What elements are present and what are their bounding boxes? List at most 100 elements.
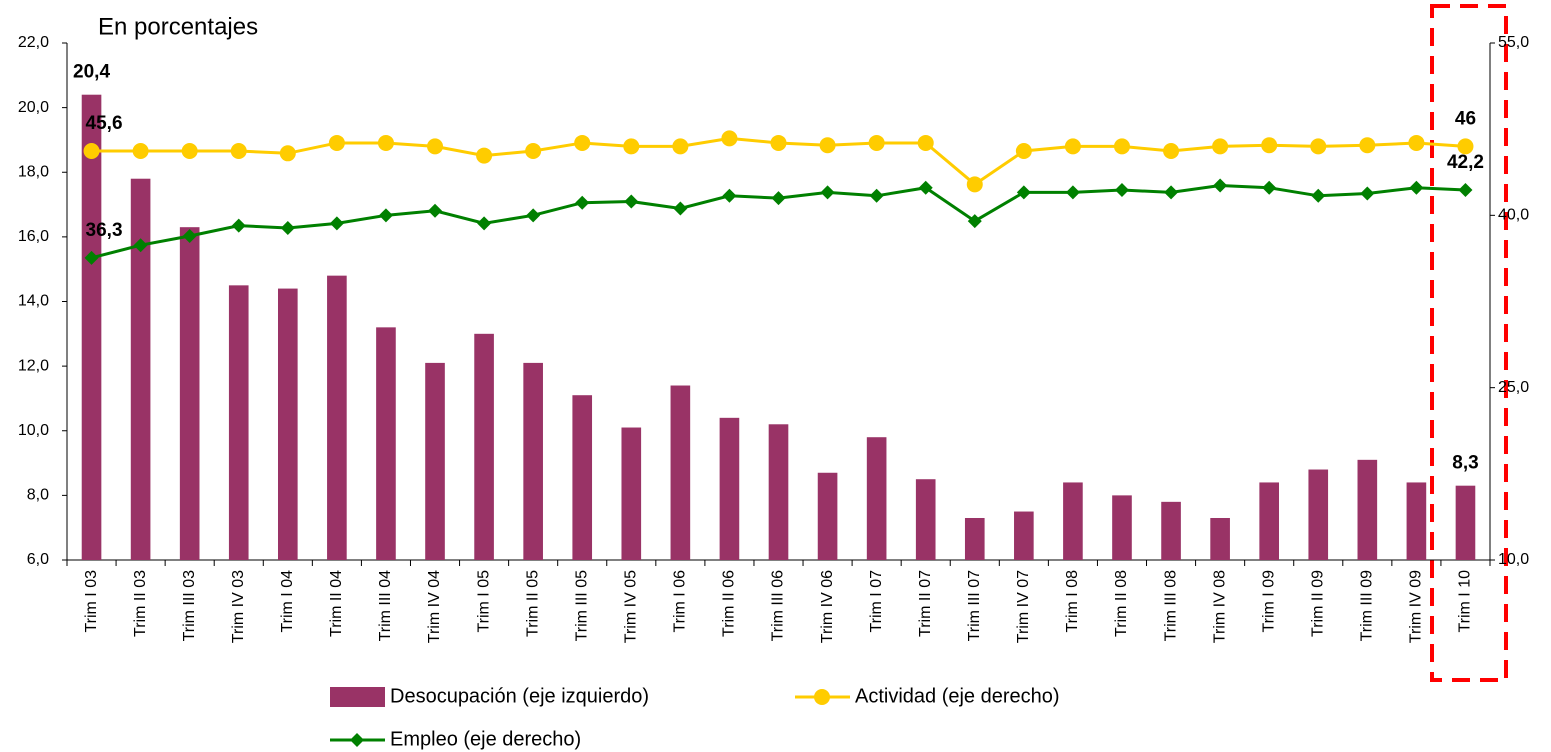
y-tick-label: 14,0 [18, 293, 49, 310]
y-tick-label: 8,0 [27, 487, 49, 504]
x-tick-label: Trim III 04 [377, 570, 394, 642]
marker [623, 138, 640, 155]
marker [1457, 138, 1474, 155]
bar [81, 94, 102, 560]
marker [672, 138, 689, 155]
marker [182, 229, 197, 244]
y-tick-label: 6,0 [27, 551, 49, 568]
x-tick-label: Trim I 07 [868, 570, 885, 633]
bar [1406, 482, 1427, 560]
marker [1065, 185, 1080, 200]
bar [376, 327, 396, 560]
marker [574, 134, 591, 151]
marker [721, 130, 738, 147]
marker [329, 216, 344, 231]
marker [328, 134, 345, 151]
legend-swatch [330, 687, 385, 707]
marker [525, 142, 542, 159]
y-tick-label: 18,0 [18, 163, 49, 180]
marker [181, 142, 198, 159]
bar [915, 479, 936, 560]
x-tick-label: Trim III 07 [966, 570, 983, 642]
marker [280, 220, 295, 235]
marker [966, 176, 983, 193]
x-tick-label: Trim I 09 [1260, 570, 1277, 633]
marker [133, 238, 148, 253]
x-tick-label: Trim I 05 [475, 570, 492, 633]
marker [770, 134, 787, 151]
bar [768, 424, 789, 560]
x-tick-label: Trim III 09 [1359, 570, 1376, 642]
marker [377, 134, 394, 151]
marker [869, 188, 884, 203]
bar [670, 385, 691, 560]
bar [1112, 495, 1132, 560]
y-tick-label: 22,0 [18, 34, 49, 51]
marker [624, 194, 639, 209]
x-tick-label: Trim IV 03 [230, 570, 247, 643]
x-tick-label: Trim III 08 [1162, 570, 1179, 642]
x-tick-label: Trim I 06 [672, 570, 689, 633]
marker [477, 216, 492, 231]
bar [327, 275, 347, 560]
marker [1310, 138, 1327, 155]
bar [179, 227, 200, 560]
x-tick-label: Trim II 07 [917, 570, 934, 637]
bar [621, 427, 642, 560]
marker [132, 142, 149, 159]
x-tick-label: Trim II 03 [132, 570, 149, 637]
x-tick-label: Trim II 09 [1309, 570, 1326, 637]
x-tick-label: Trim I 08 [1064, 570, 1081, 633]
x-tick-label: Trim III 06 [770, 570, 787, 642]
y-tick-label: 16,0 [18, 228, 49, 245]
marker [673, 201, 688, 216]
marker [279, 145, 296, 162]
y-tick-label: 20,0 [18, 99, 49, 116]
marker [1311, 188, 1326, 203]
bar [277, 288, 298, 560]
bar [964, 517, 985, 560]
marker [771, 191, 786, 206]
bar [523, 362, 543, 560]
marker [1064, 138, 1081, 155]
marker [1458, 183, 1473, 198]
legend-label: Actividad (eje derecho) [855, 685, 1060, 707]
marker [819, 137, 836, 154]
bar [1259, 482, 1280, 560]
data-label: 8,3 [1452, 453, 1478, 474]
x-tick-label: Trim III 05 [573, 570, 590, 642]
marker [1262, 180, 1277, 195]
marker [1164, 185, 1179, 200]
bar [130, 178, 151, 560]
marker [1114, 183, 1129, 198]
bar [866, 437, 887, 560]
marker [967, 214, 982, 229]
y2-tick-label: 25,0 [1498, 379, 1529, 396]
bar [1210, 517, 1230, 560]
marker [1360, 186, 1375, 201]
x-tick-label: Trim IV 06 [819, 570, 836, 643]
marker [1213, 178, 1228, 193]
bar [719, 417, 740, 560]
bar [1014, 511, 1034, 560]
marker [1163, 142, 1180, 159]
data-label: 45,6 [86, 113, 123, 134]
x-tick-label: Trim I 10 [1457, 570, 1474, 633]
marker [526, 208, 541, 223]
bar [474, 333, 494, 560]
marker [868, 134, 885, 151]
x-tick-label: Trim I 03 [83, 570, 100, 633]
marker [230, 142, 247, 159]
marker [917, 134, 934, 151]
marker [83, 142, 100, 159]
x-tick-label: Trim IV 05 [623, 570, 640, 643]
marker [1261, 137, 1278, 154]
y2-tick-label: 40,0 [1498, 207, 1529, 224]
marker [378, 208, 393, 223]
marker [1359, 137, 1376, 154]
x-tick-label: Trim III 03 [181, 570, 198, 642]
x-tick-label: Trim II 04 [328, 570, 345, 637]
data-label: 20,4 [73, 62, 110, 83]
y-tick-label: 12,0 [18, 357, 49, 374]
